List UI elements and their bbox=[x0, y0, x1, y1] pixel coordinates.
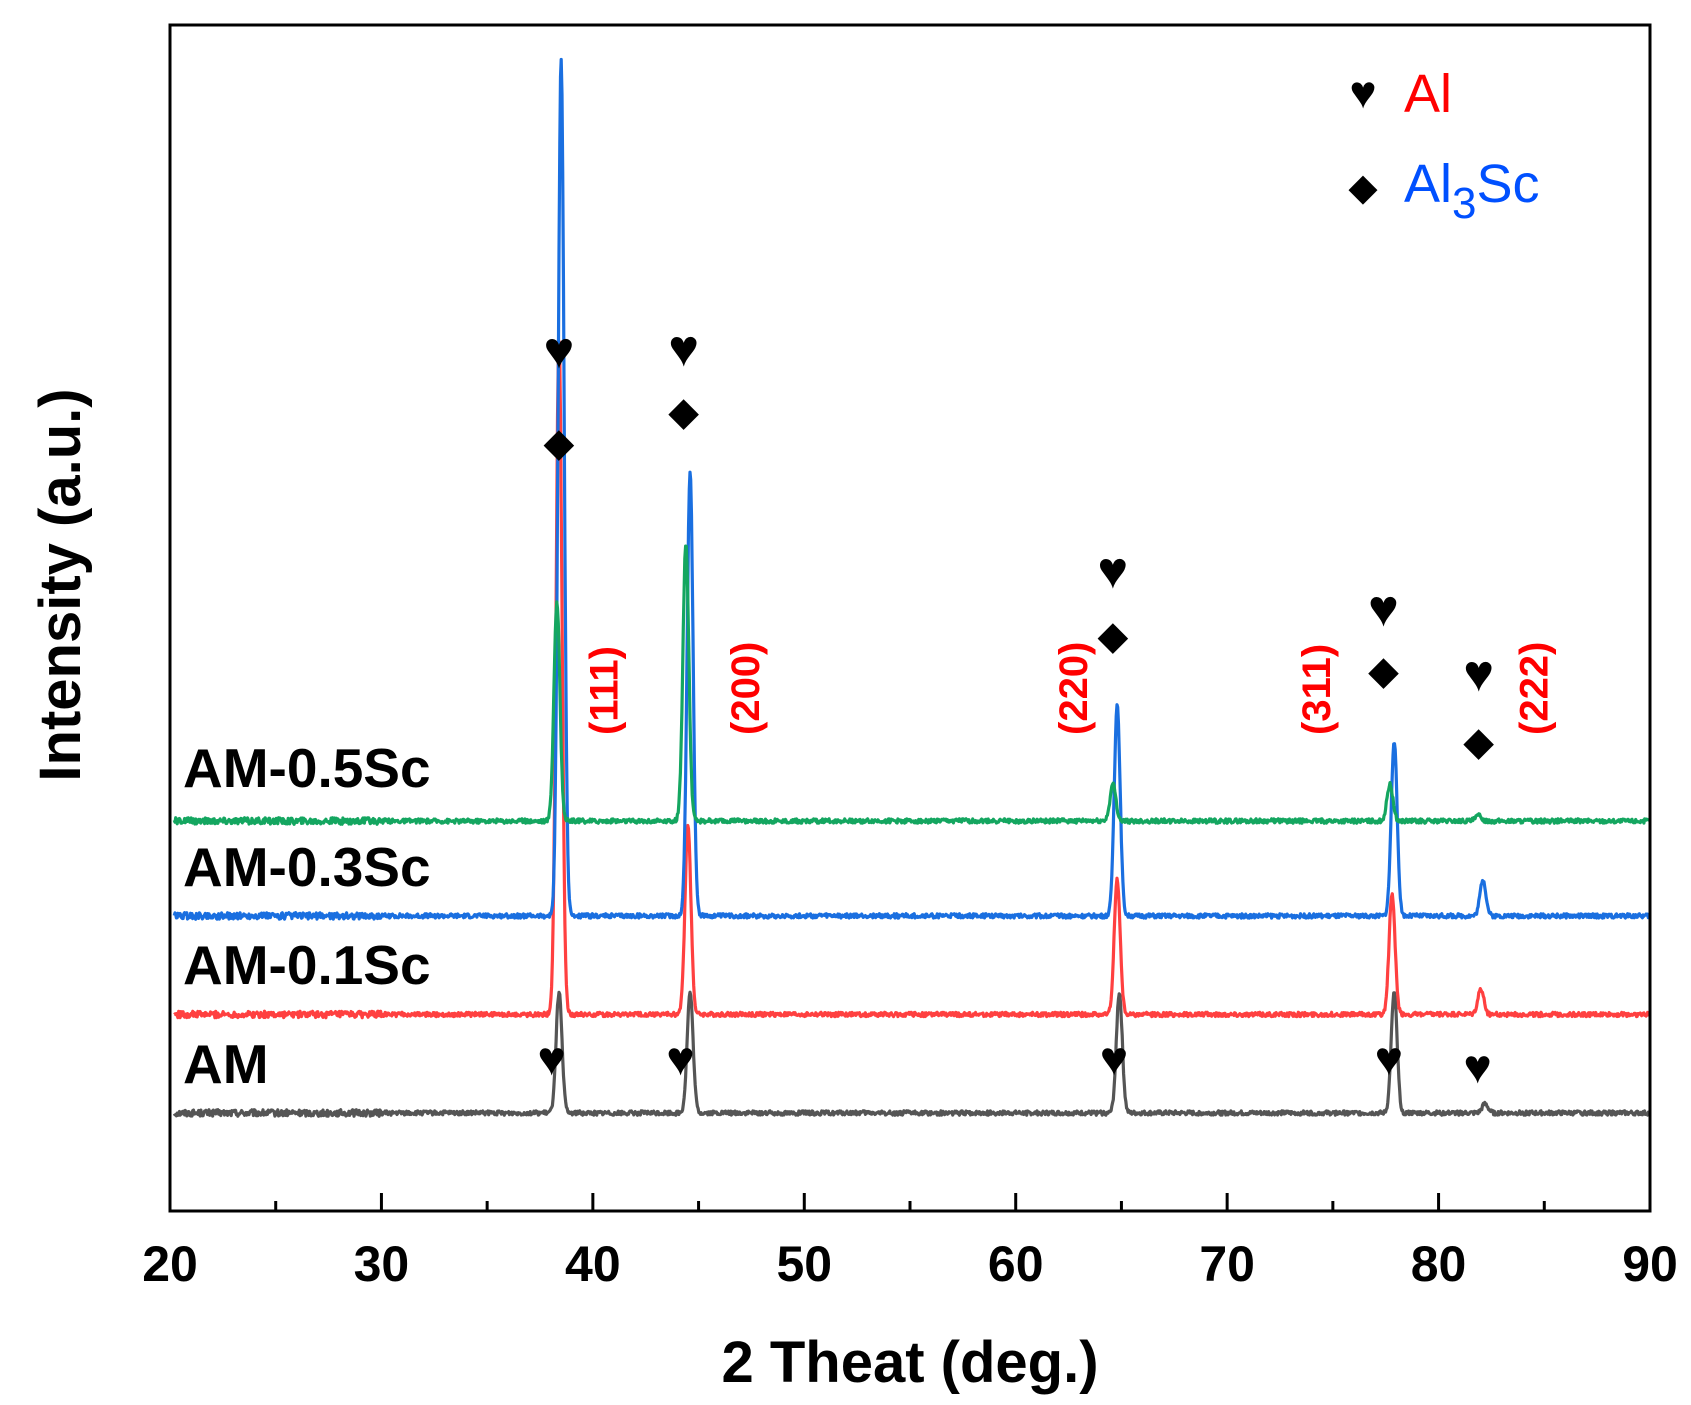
heart-icon: ♥ bbox=[1463, 645, 1494, 703]
markers-layer: ♥ ◆ ♥ ◆ ♥ ◆ ♥ ◆ ♥ ◆ ♥ ♥ ♥ ♥ ♥ bbox=[537, 320, 1494, 1094]
plane-label: (222) bbox=[1513, 642, 1557, 735]
diamond-icon: ◆ bbox=[544, 421, 575, 465]
legend-label-subscript: 3 bbox=[1452, 179, 1476, 228]
heart-icon: ♥ bbox=[668, 320, 699, 378]
heart-icon: ♥ bbox=[1100, 1033, 1129, 1086]
heart-icon: ♥ bbox=[1097, 542, 1128, 600]
diamond-icon: ◆ bbox=[1368, 649, 1399, 693]
series-label: AM-0.3Sc bbox=[183, 836, 431, 898]
series-line-am-0-3sc bbox=[172, 57, 1650, 921]
x-tick-label: 70 bbox=[1199, 1236, 1255, 1292]
series-layer bbox=[172, 57, 1650, 1118]
heart-icon: ♥ bbox=[666, 1033, 695, 1086]
plane-label: (111) bbox=[582, 646, 626, 735]
legend-heart-icon: ♥ bbox=[1349, 66, 1376, 118]
legend-label-al: Al bbox=[1404, 64, 1452, 124]
x-tick-label: 60 bbox=[988, 1236, 1044, 1292]
legend: ♥ Al◆ Al3Sc bbox=[1348, 64, 1539, 228]
x-tick-label: 30 bbox=[354, 1236, 410, 1292]
plane-label: (220) bbox=[1052, 642, 1096, 735]
heart-icon: ♥ bbox=[1375, 1033, 1404, 1086]
x-axis: 20 30 40 50 60 70 80 90 bbox=[142, 1193, 1678, 1292]
y-axis-title: Intensity (a.u.) bbox=[28, 388, 93, 781]
x-tick-label: 40 bbox=[565, 1236, 621, 1292]
series-label: AM bbox=[183, 1033, 269, 1095]
legend-diamond-icon: ◆ bbox=[1348, 167, 1378, 209]
diamond-icon: ◆ bbox=[1463, 720, 1494, 764]
diamond-icon: ◆ bbox=[1097, 614, 1128, 658]
series-label: AM-0.1Sc bbox=[183, 934, 431, 996]
series-line-am bbox=[172, 990, 1650, 1118]
plane-label: (311) bbox=[1295, 644, 1339, 735]
legend-label-al3sc: Al3Sc bbox=[1404, 154, 1540, 228]
x-tick-label: 20 bbox=[142, 1236, 198, 1292]
x-tick-label: 90 bbox=[1622, 1236, 1678, 1292]
x-tick-label: 80 bbox=[1411, 1236, 1467, 1292]
heart-icon: ♥ bbox=[543, 322, 574, 380]
heart-icon: ♥ bbox=[1463, 1041, 1492, 1094]
plane-label: (200) bbox=[724, 642, 768, 735]
legend-label-tail: Sc bbox=[1477, 154, 1540, 214]
legend-label-main: Al bbox=[1404, 154, 1452, 214]
series-line-am-0-5sc bbox=[172, 544, 1650, 826]
heart-icon: ♥ bbox=[1368, 580, 1399, 638]
series-line-am-0-1sc bbox=[173, 339, 1650, 1020]
labels-layer: AM AM-0.1Sc AM-0.3Sc AM-0.5Sc (111) (200) (220… bbox=[183, 642, 1557, 1095]
x-tick-label: 50 bbox=[776, 1236, 832, 1292]
heart-icon: ♥ bbox=[537, 1033, 566, 1086]
series-label: AM-0.5Sc bbox=[183, 737, 431, 799]
diamond-icon: ◆ bbox=[668, 390, 699, 434]
x-axis-title: 2 Theat (deg.) bbox=[721, 1330, 1098, 1395]
